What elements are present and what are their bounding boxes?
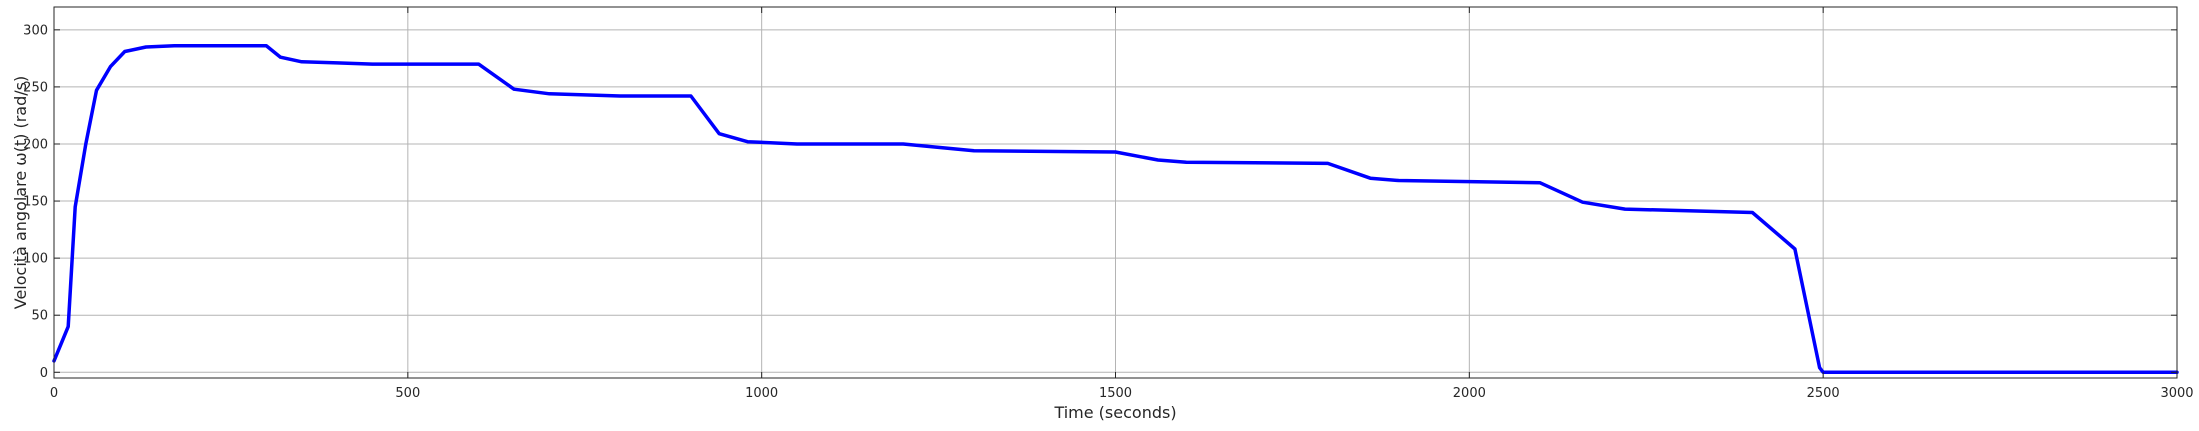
- y-tick-label: 150: [23, 195, 48, 210]
- y-tick-label: 0: [40, 366, 48, 381]
- x-tick-label: 1000: [745, 386, 778, 401]
- y-tick-label: 300: [23, 23, 48, 38]
- y-tick-label: 100: [23, 252, 48, 267]
- x-tick-label: 1500: [1099, 386, 1132, 401]
- y-tick-label: 50: [31, 309, 48, 324]
- y-tick-label: 200: [23, 137, 48, 152]
- y-axis-label: Velocità angolare ω(t) (rad/s): [11, 76, 30, 309]
- series-line: [52, 44, 2179, 375]
- x-tick-label: 2500: [1807, 386, 1840, 401]
- x-axis-label: Time (seconds): [1053, 403, 1176, 422]
- x-tick-label: 500: [395, 386, 420, 401]
- series-layer: [52, 44, 2179, 375]
- x-tick-label: 2000: [1453, 386, 1486, 401]
- y-tick-label: 250: [23, 80, 48, 95]
- x-tick-label: 3000: [2160, 386, 2193, 401]
- ticks: 0 500 1000 1500 2000 2500 3000 0 50 100 150 200 250 3…: [23, 7, 2194, 401]
- x-tick-label: 0: [50, 386, 58, 401]
